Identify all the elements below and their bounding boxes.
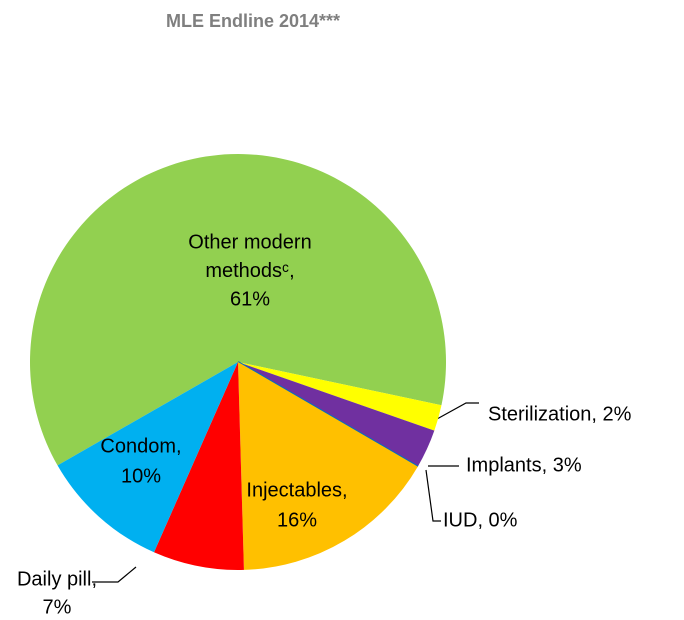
data-label: Other modern xyxy=(188,231,311,253)
data-label: Sterilization, 2% xyxy=(488,403,632,425)
data-label: Injectables, xyxy=(246,479,347,501)
data-label: 7% xyxy=(43,596,72,618)
data-label: methodsᶜ, xyxy=(205,260,294,282)
data-label: IUD, 0% xyxy=(443,509,518,531)
pie-slice xyxy=(238,362,418,570)
data-label: Daily pill, xyxy=(17,568,97,590)
data-label: Condom, xyxy=(100,435,181,457)
chart-title: MLE Endline 2014*** xyxy=(166,11,340,31)
data-label: 16% xyxy=(277,509,317,531)
leader-line xyxy=(425,469,441,522)
data-label: 61% xyxy=(230,288,270,310)
pie-slice xyxy=(154,362,244,570)
pie-slice xyxy=(30,154,447,466)
pie-slice xyxy=(238,362,435,467)
pie-slice xyxy=(238,362,442,431)
data-label: 10% xyxy=(121,465,161,487)
data-label: Implants, 3% xyxy=(466,454,582,476)
leader-lines xyxy=(92,402,479,583)
leader-line xyxy=(92,566,137,583)
pie-slice xyxy=(57,362,238,553)
leader-line xyxy=(436,402,479,420)
